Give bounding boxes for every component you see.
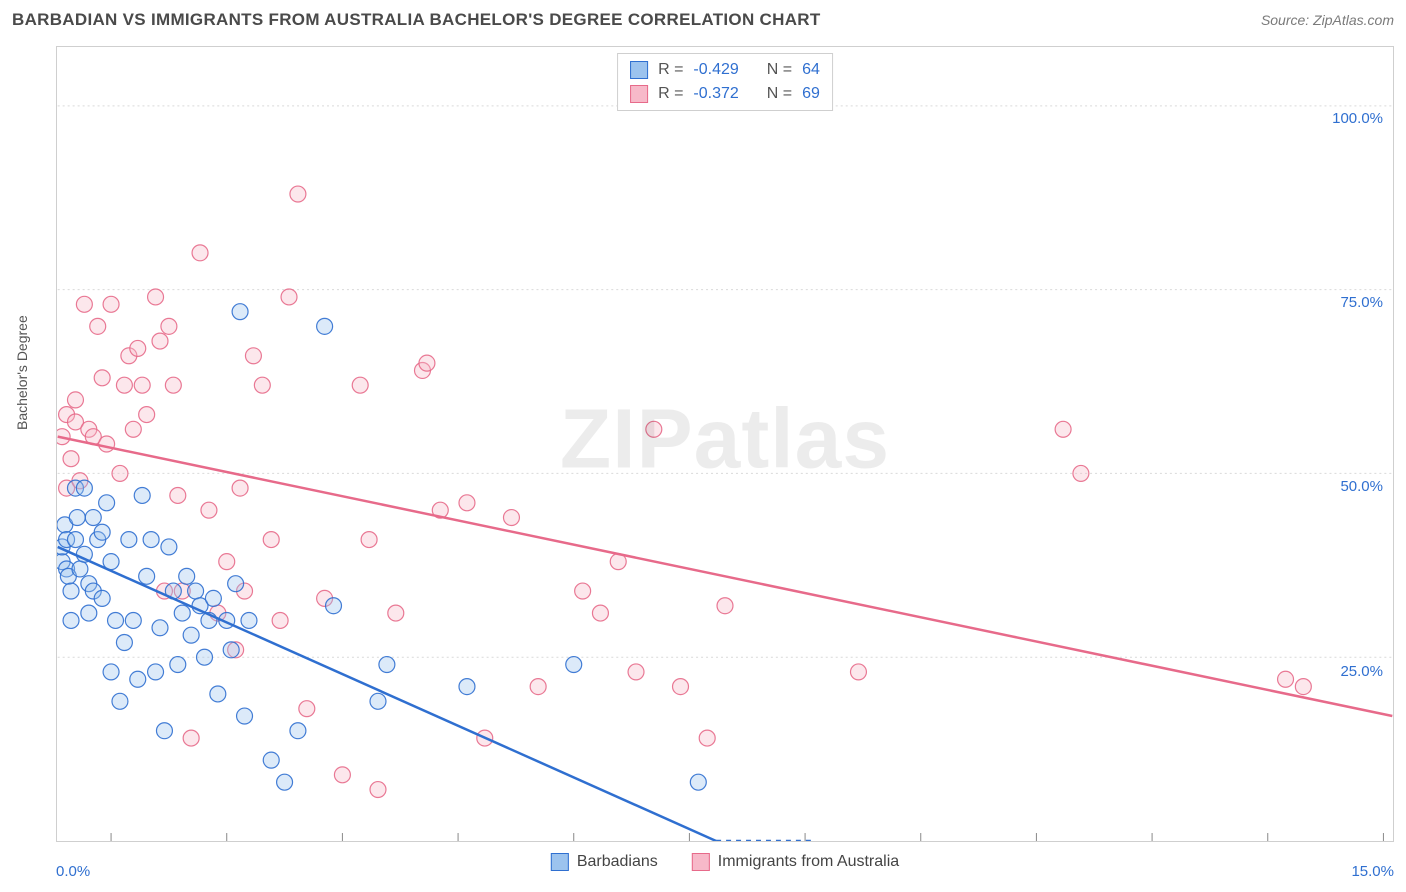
y-axis-label: Bachelor's Degree <box>14 315 30 430</box>
title-bar: BARBADIAN VS IMMIGRANTS FROM AUSTRALIA B… <box>12 10 1394 30</box>
stats-legend-box: R = -0.429 N = 64 R = -0.372 N = 69 <box>617 53 833 111</box>
r-label: R = <box>658 82 683 106</box>
chart-title: BARBADIAN VS IMMIGRANTS FROM AUSTRALIA B… <box>12 10 821 30</box>
source-label: Source: <box>1261 12 1309 28</box>
y-tick-label: 50.0% <box>1340 478 1383 495</box>
x-tick-label-min: 0.0% <box>56 863 90 880</box>
plot-area: ZIPatlas R = -0.429 N = 64 R = -0.372 N … <box>56 46 1394 842</box>
r-value-australia: -0.372 <box>693 82 738 106</box>
x-tick-label-max: 15.0% <box>1351 863 1394 880</box>
y-tick-label: 75.0% <box>1340 294 1383 311</box>
y-tick-label: 100.0% <box>1332 110 1383 127</box>
r-label: R = <box>658 58 683 82</box>
chart-svg <box>57 47 1393 841</box>
x-axis-labels: 0.0% 15.0% <box>56 844 1394 884</box>
stats-row-australia: R = -0.372 N = 69 <box>630 82 820 106</box>
swatch-australia <box>630 85 648 103</box>
y-tick-label: 25.0% <box>1340 663 1383 680</box>
r-value-barbadians: -0.429 <box>693 58 738 82</box>
source-value: ZipAtlas.com <box>1313 12 1394 28</box>
source-attribution: Source: ZipAtlas.com <box>1261 12 1394 28</box>
n-label: N = <box>767 82 792 106</box>
n-value-barbadians: 64 <box>802 58 820 82</box>
n-value-australia: 69 <box>802 82 820 106</box>
chart-frame: BARBADIAN VS IMMIGRANTS FROM AUSTRALIA B… <box>0 0 1406 892</box>
stats-row-barbadians: R = -0.429 N = 64 <box>630 58 820 82</box>
swatch-barbadians <box>630 61 648 79</box>
n-label: N = <box>767 58 792 82</box>
